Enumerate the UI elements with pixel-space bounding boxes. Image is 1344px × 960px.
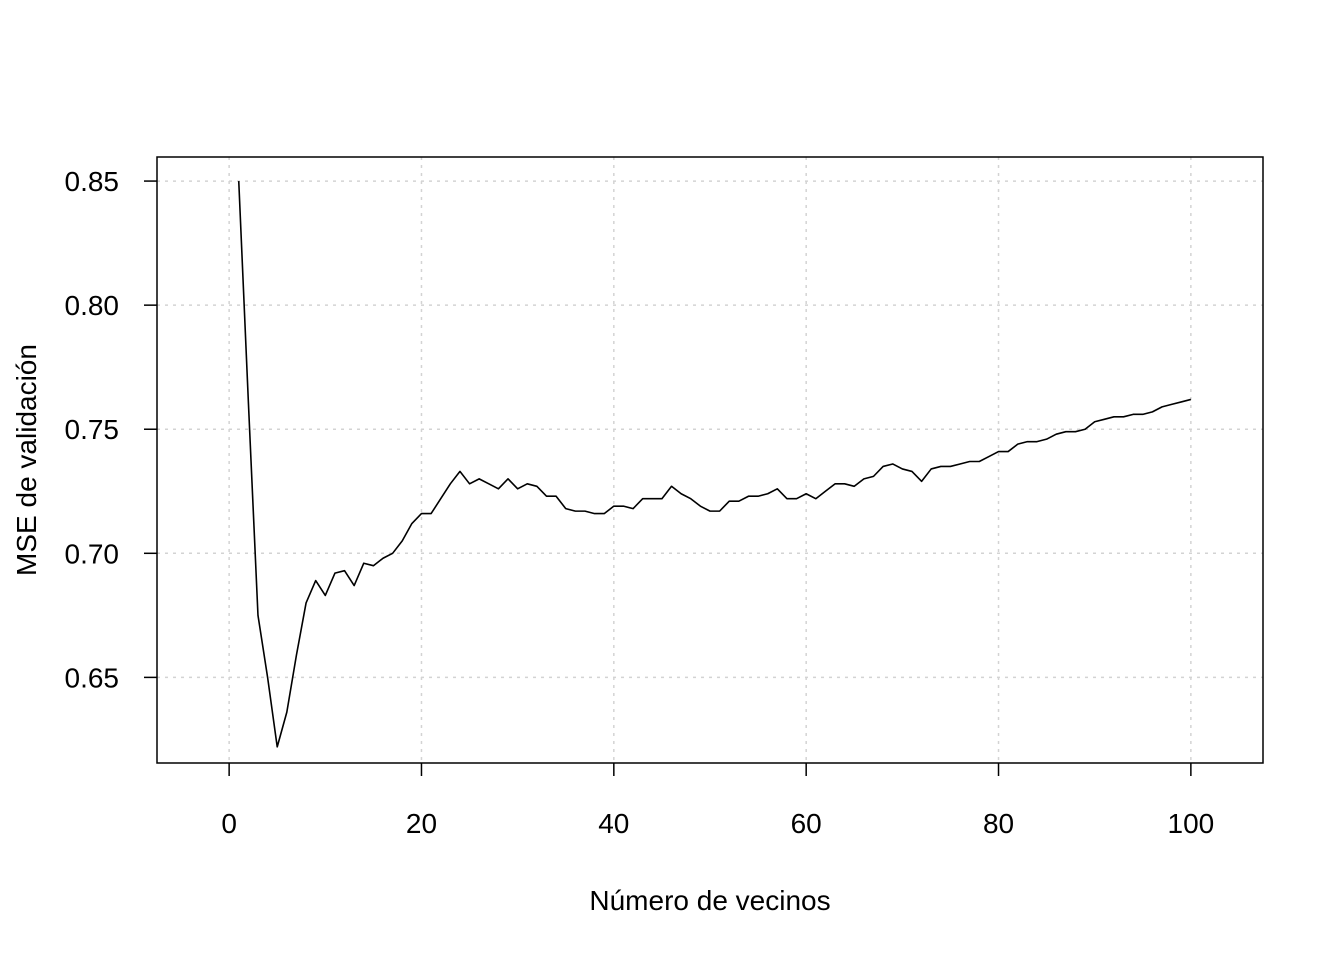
x-tick-label: 80: [983, 808, 1014, 839]
x-axis-title: Número de vecinos: [589, 885, 830, 916]
x-axis: 0 20 40 60 80 100: [221, 763, 1214, 839]
y-tick-label: 0.85: [65, 166, 120, 197]
grid: [157, 157, 1263, 763]
y-tick-label: 0.70: [65, 538, 120, 569]
x-tick-label: 100: [1168, 808, 1215, 839]
plot-frame: [156, 156, 1264, 764]
y-axis-title: MSE de validación: [11, 344, 42, 576]
x-tick-label: 0: [221, 808, 237, 839]
y-tick-label: 0.65: [65, 662, 120, 693]
x-tick-label: 20: [406, 808, 437, 839]
y-axis: 0.65 0.70 0.75 0.80 0.85: [65, 166, 157, 693]
series-line: [237, 181, 1192, 748]
y-tick-label: 0.75: [65, 414, 120, 445]
y-tick-label: 0.80: [65, 290, 120, 321]
x-tick-label: 60: [791, 808, 822, 839]
x-tick-label: 40: [598, 808, 629, 839]
